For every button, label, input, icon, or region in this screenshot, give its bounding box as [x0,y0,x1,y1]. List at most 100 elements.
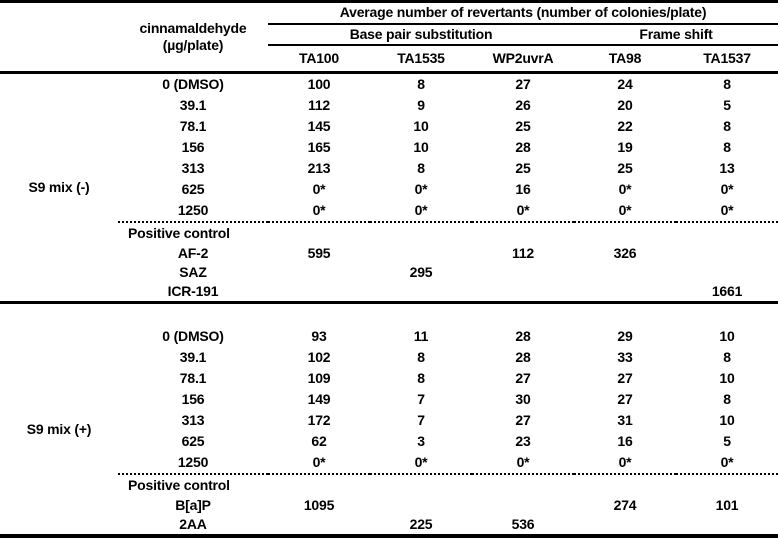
value-cell: 28 [515,138,531,155]
value-cell: 172 [307,411,331,428]
value-cell [472,282,574,304]
table-row: 156 149 7 30 27 8 [0,389,778,410]
value-cell: 225 [409,515,433,532]
value-cell: 536 [511,515,535,532]
dose-cell: 156 [181,138,205,155]
control-name-cell: B[a]P [175,496,211,513]
value-cell: 0* [618,201,632,218]
value-cell: 0* [312,453,326,470]
value-cell: 10 [719,411,735,428]
value-cell [676,515,778,536]
value-cell: 29 [617,327,633,344]
value-cell: 8 [417,159,425,176]
base-pair-substitution-header: Base pair substitution [268,24,574,46]
value-cell: 27 [617,369,633,386]
value-cell: 25 [515,117,531,134]
s9-plus-section-label: S9 mix (+) [26,421,92,438]
value-cell: 27 [515,75,531,92]
value-cell: 27 [515,369,531,386]
value-cell: 274 [613,496,637,513]
value-cell: 10 [719,327,735,344]
strain-header-ta100: TA100 [268,45,370,74]
dose-cell: 156 [181,390,205,407]
table-row: S9 mix (+) 0 (DMSO) 93 11 28 29 10 [0,326,778,438]
table-row: S9 mix (-) 0 (DMSO) 100 8 27 24 8 [0,72,778,304]
value-cell: 28 [515,348,531,365]
value-cell [370,496,472,515]
table-row: B[a]P 1095 274 101 [0,496,778,515]
value-cell: 8 [417,348,425,365]
dose-cell: 625 [181,180,205,197]
value-cell: 11 [413,327,429,344]
value-cell: 25 [515,159,531,176]
value-cell: 0* [618,180,632,197]
value-cell: 93 [311,327,327,344]
value-cell: 7 [417,411,425,428]
control-name-cell: 2AA [179,515,207,532]
strain-header-wp2uvra: WP2uvrA [472,45,574,74]
value-cell [370,282,472,304]
value-cell: 16 [515,180,531,197]
dose-cell: 313 [181,159,205,176]
value-cell: 16 [617,432,633,449]
group-title: Average number of revertants (number of … [268,1,778,25]
value-cell: 0* [516,201,530,218]
control-name-cell: ICR-191 [118,282,268,304]
value-cell [574,282,676,304]
positive-control-row: Positive control [0,473,778,496]
value-cell: 0* [414,180,428,197]
table-row: 78.1 145 10 25 22 8 [0,116,778,137]
s9-minus-section-label: S9 mix (-) [0,72,118,304]
value-cell: 3 [417,432,425,449]
strain-header-ta98: TA98 [574,45,676,74]
value-cell: 27 [617,390,633,407]
value-cell: 24 [617,75,633,92]
value-cell: 10 [719,369,735,386]
value-cell: 101 [715,496,739,513]
value-cell: 102 [307,348,331,365]
empty-cell [370,221,472,244]
value-cell: 9 [417,96,425,113]
value-cell: 1661 [676,282,778,304]
value-cell [268,515,370,536]
value-cell: 25 [617,159,633,176]
empty-cell [370,473,472,496]
dose-cell: 39.1 [179,348,207,365]
table-row: 39.1 112 9 26 20 5 [0,95,778,116]
value-cell: 7 [417,390,425,407]
value-cell [676,263,778,282]
value-cell: 10 [413,117,429,134]
header-row-1: cinnamaldehyde (µg/plate) Average number… [0,1,778,74]
table-row: AF-2 595 112 326 [0,244,778,263]
empty-cell [472,221,574,244]
value-cell: 0* [618,453,632,470]
value-cell: 62 [311,432,327,449]
empty-cell [0,303,778,327]
positive-control-row: Positive control [0,221,778,244]
value-cell: 0* [414,453,428,470]
value-cell: 295 [409,263,433,280]
value-cell: 8 [723,117,731,134]
dose-column-header: cinnamaldehyde (µg/plate) [118,1,268,74]
dose-header-substance: cinnamaldehyde [139,19,247,36]
dose-cell: 1250 [177,453,209,470]
value-cell: 145 [307,117,331,134]
dose-cell: 78.1 [179,369,207,386]
dose-cell: 0 (DMSO) [162,75,224,92]
table-row: 1250 0* 0* 0* 0* 0* [0,200,778,222]
value-cell: 23 [515,432,531,449]
value-cell: 8 [417,369,425,386]
value-cell: 8 [723,75,731,92]
dose-cell: 78.1 [179,117,207,134]
empty-cell [472,473,574,496]
table-row: ICR-191 1661 [0,282,778,304]
value-cell: 112 [512,244,534,261]
dose-cell: 0 (DMSO) [162,327,224,344]
value-cell: 112 [308,96,330,113]
value-cell: 10 [413,138,429,155]
value-cell: 8 [417,75,425,92]
dose-cell: 39.1 [179,96,207,113]
value-cell: 8 [723,348,731,365]
value-cell: 326 [613,244,637,261]
value-cell: 26 [515,96,531,113]
